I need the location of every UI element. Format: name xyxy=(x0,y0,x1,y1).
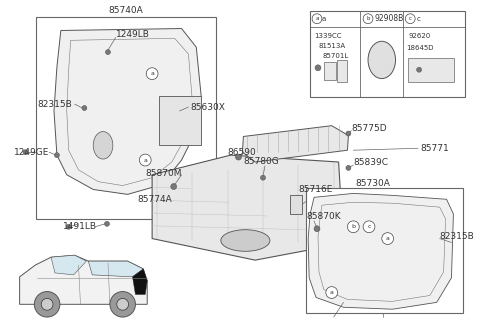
Bar xyxy=(310,11,465,97)
Polygon shape xyxy=(20,255,147,304)
Text: 81513A: 81513A xyxy=(319,43,346,49)
Text: 85630X: 85630X xyxy=(191,102,225,111)
Polygon shape xyxy=(132,269,147,295)
Circle shape xyxy=(363,14,373,24)
Text: 82315B: 82315B xyxy=(440,232,474,241)
Circle shape xyxy=(41,298,53,310)
Circle shape xyxy=(117,298,129,310)
Text: 85870M: 85870M xyxy=(145,169,182,178)
Text: 85740A: 85740A xyxy=(108,6,143,15)
Text: 85774A: 85774A xyxy=(137,195,172,204)
Text: 85839C: 85839C xyxy=(353,158,388,168)
Bar xyxy=(289,195,302,214)
Polygon shape xyxy=(308,193,454,309)
Circle shape xyxy=(236,154,241,160)
Bar xyxy=(336,60,348,82)
Polygon shape xyxy=(54,29,201,194)
Text: 92908B: 92908B xyxy=(375,14,404,23)
Circle shape xyxy=(66,224,71,229)
Circle shape xyxy=(146,68,158,80)
Text: 82315B: 82315B xyxy=(37,99,72,109)
Text: 1249GE: 1249GE xyxy=(14,148,49,157)
Polygon shape xyxy=(242,126,348,162)
Circle shape xyxy=(417,67,421,72)
Text: 86590: 86590 xyxy=(228,148,256,157)
Circle shape xyxy=(261,175,265,180)
Circle shape xyxy=(315,65,321,71)
Circle shape xyxy=(346,166,351,170)
Bar xyxy=(306,188,463,313)
Text: 85780G: 85780G xyxy=(243,157,279,167)
Text: a: a xyxy=(322,16,326,22)
Circle shape xyxy=(346,131,351,136)
Ellipse shape xyxy=(93,132,113,159)
Ellipse shape xyxy=(221,230,270,251)
Text: 85870K: 85870K xyxy=(306,213,341,222)
Text: 1339CC: 1339CC xyxy=(314,33,342,40)
Ellipse shape xyxy=(368,41,396,79)
Circle shape xyxy=(23,150,28,155)
Text: 85775D: 85775D xyxy=(351,124,387,133)
Text: 85771: 85771 xyxy=(420,144,449,153)
Text: 1249LB: 1249LB xyxy=(116,30,150,39)
Text: a: a xyxy=(386,236,390,241)
Circle shape xyxy=(382,233,394,244)
Bar xyxy=(324,62,336,80)
Text: 85701L: 85701L xyxy=(323,53,349,59)
Text: a: a xyxy=(150,71,154,76)
Circle shape xyxy=(405,14,415,24)
Text: a: a xyxy=(144,157,147,163)
Circle shape xyxy=(54,153,60,157)
Bar xyxy=(408,58,455,82)
Circle shape xyxy=(35,292,60,317)
Circle shape xyxy=(312,14,322,24)
Text: 85730A: 85730A xyxy=(356,179,390,188)
Text: 18645D: 18645D xyxy=(406,45,434,51)
Text: 85716E: 85716E xyxy=(299,185,333,194)
Text: b: b xyxy=(366,16,370,21)
Circle shape xyxy=(348,221,359,233)
Circle shape xyxy=(110,292,135,317)
Bar xyxy=(159,96,201,145)
Text: b: b xyxy=(351,224,355,229)
Text: c: c xyxy=(367,224,371,229)
Bar xyxy=(36,17,216,219)
Circle shape xyxy=(105,221,109,226)
Circle shape xyxy=(139,154,151,166)
Polygon shape xyxy=(88,261,144,277)
Circle shape xyxy=(326,287,337,298)
Text: c: c xyxy=(409,16,412,21)
Circle shape xyxy=(314,226,320,232)
Polygon shape xyxy=(152,155,344,260)
Polygon shape xyxy=(51,255,86,275)
Text: 1491LB: 1491LB xyxy=(63,222,97,231)
Circle shape xyxy=(171,184,177,190)
Circle shape xyxy=(106,50,110,54)
Circle shape xyxy=(82,106,87,110)
Circle shape xyxy=(363,221,375,233)
Text: 92620: 92620 xyxy=(408,33,431,40)
Text: c: c xyxy=(416,16,420,22)
Text: a: a xyxy=(330,290,334,295)
Text: a: a xyxy=(315,16,319,21)
